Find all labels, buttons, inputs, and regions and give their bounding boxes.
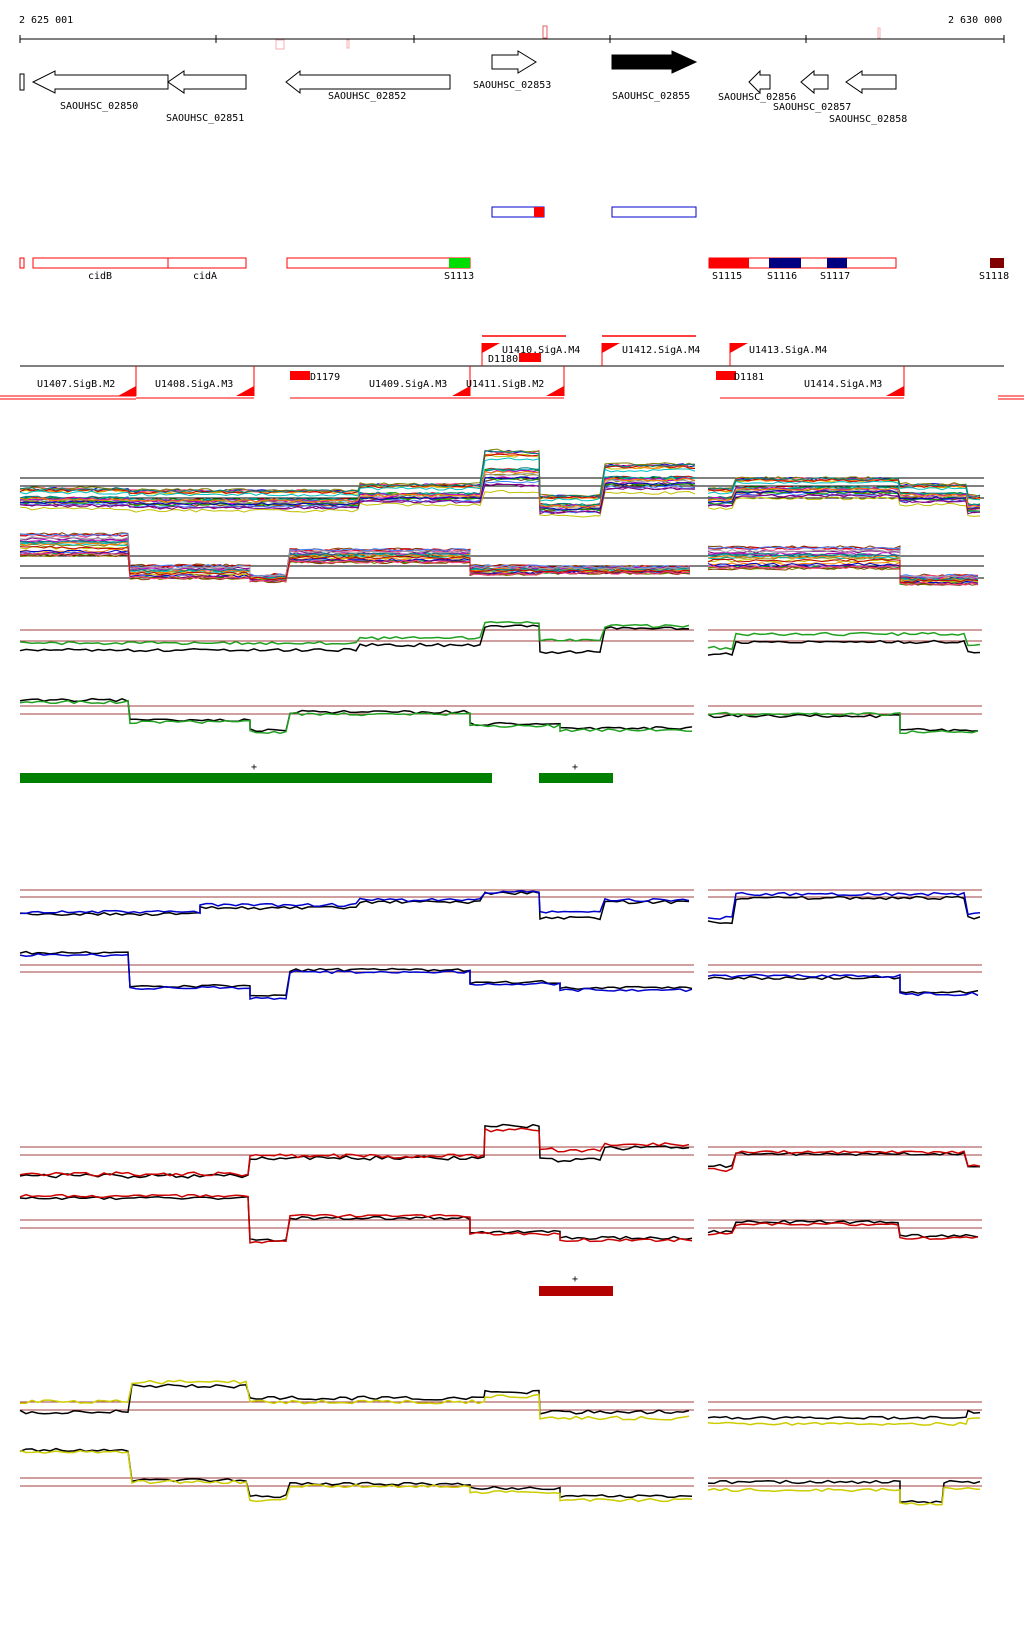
promoter-u1409[interactable]: U1409.SigA.M3 <box>369 379 447 390</box>
segment-d1181[interactable]: D1181 <box>734 372 764 383</box>
plus-marker: + <box>572 1274 578 1285</box>
blue-feature-track <box>491 206 697 218</box>
gene-label-02852: SAOUHSC_02852 <box>328 91 406 102</box>
promoter-u1413[interactable]: U1413.SigA.M4 <box>749 345 827 356</box>
feature-cidB[interactable] <box>32 257 169 269</box>
segment-d1180[interactable]: D1180 <box>488 354 518 365</box>
gene-track: SAOUHSC_02850 SAOUHSC_02851 SAOUHSC_0285… <box>19 50 907 125</box>
expression-profile-tracks <box>19 448 984 1506</box>
gene-label-02858: SAOUHSC_02858 <box>829 114 907 125</box>
promoter-u1410[interactable]: U1410.SigA.M4 <box>502 345 580 356</box>
feature-label-cidB: cidB <box>88 271 112 282</box>
gene-label-02851: SAOUHSC_02851 <box>166 113 244 124</box>
feature-label-s1113: S1113 <box>444 271 474 282</box>
feature-track: cidB cidA S1113 S1115 S1116 S1117 S1118 <box>19 257 1009 282</box>
significance-bar-green-1[interactable] <box>20 773 492 783</box>
feature-label-s1116: S1116 <box>767 271 797 282</box>
gene-label-02853: SAOUHSC_02853 <box>473 80 551 91</box>
significance-bar-red[interactable] <box>539 1286 613 1296</box>
feature-s1113[interactable] <box>286 257 471 269</box>
segment-d1179[interactable]: D1179 <box>310 372 340 383</box>
coordinate-ruler: 2 625 001 2 630 000 <box>19 15 1005 50</box>
gene-arrow-02857[interactable] <box>800 69 829 95</box>
feature-s1118[interactable] <box>990 258 1004 268</box>
promoter-u1408[interactable]: U1408.SigA.M3 <box>155 379 233 390</box>
feature-label-s1115: S1115 <box>712 271 742 282</box>
gene-arrow-02858[interactable] <box>845 70 897 94</box>
promoter-u1414[interactable]: U1414.SigA.M3 <box>804 379 882 390</box>
gene-label-02857: SAOUHSC_02857 <box>773 102 851 113</box>
promoter-u1412[interactable]: U1412.SigA.M4 <box>622 345 700 356</box>
plus-marker: + <box>572 762 578 773</box>
significance-bar-green-2[interactable] <box>539 773 613 783</box>
gene-label-02850: SAOUHSC_02850 <box>60 101 138 112</box>
gene-label-02856: SAOUHSC_02856 <box>718 92 796 103</box>
feature-label-s1117: S1117 <box>820 271 850 282</box>
gene-arrow-02851[interactable] <box>167 70 247 94</box>
promoter-u1411[interactable]: U1411.SigB.M2 <box>466 379 544 390</box>
plus-marker: + <box>251 762 257 773</box>
gene-arrow-02856[interactable] <box>748 69 771 95</box>
gene-arrow-02855[interactable] <box>611 50 698 74</box>
promoter-u1407[interactable]: U1407.SigB.M2 <box>37 379 115 390</box>
feature-cidA[interactable] <box>167 257 247 269</box>
start-coordinate: 2 625 001 <box>19 15 73 26</box>
gene-arrow-02852[interactable] <box>285 69 451 95</box>
end-coordinate: 2 630 000 <box>948 15 1002 26</box>
feature-label-s1118: S1118 <box>979 271 1009 282</box>
promoter-track: U1410.SigA.M4 U1412.SigA.M4 U1413.SigA.M… <box>0 335 1024 400</box>
significance-bar-track: + + + <box>20 762 613 1296</box>
gene-label-02855: SAOUHSC_02855 <box>612 91 690 102</box>
gene-arrow-02850[interactable] <box>31 70 169 94</box>
gene-arrow-02853[interactable] <box>491 50 537 74</box>
feature-label-cidA: cidA <box>193 271 217 282</box>
